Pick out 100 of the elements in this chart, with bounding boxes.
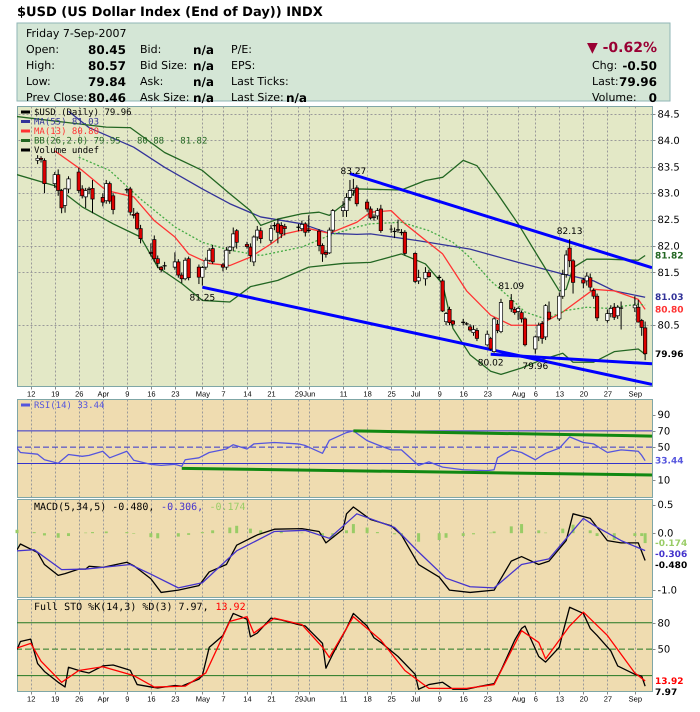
annotation: 80.80 [655,305,684,316]
series-label: 13.92 [216,602,246,613]
bar [56,533,60,538]
bar [156,533,160,538]
text: n/a [193,91,214,105]
text: n/a [193,43,214,57]
annotation: 79.96 [522,362,548,372]
legend-label: RSI(14) 33.44 [34,401,104,411]
y-tick-label: 50 [658,644,670,656]
text: Low: [26,75,51,88]
annotation: Volume undef [34,146,100,156]
annotation: -0.306 [655,550,688,560]
bar [366,527,369,534]
y-tick-label: 80.5 [658,320,680,332]
y-tick-label: 0.5 [658,500,674,512]
text: -0.50 [622,59,657,73]
y-tick-label: 10 [658,475,670,486]
text: Open: [26,43,60,56]
text: 80.57 [88,59,126,73]
y-tick-label: 0.0 [658,528,674,540]
bar [66,533,70,536]
candlestick [402,230,407,256]
legend-label: MA(13) 80.80 [34,127,100,137]
candlestick [268,224,274,244]
text: Friday 7-Sep-2007 [26,27,126,40]
annotation: 81.82 [655,252,684,262]
candlestick [90,179,95,214]
text: n/a [193,59,214,73]
text: Ask: [140,75,164,88]
bar [235,526,238,534]
y-tick-label: 83.0 [658,188,680,200]
bar [149,533,152,538]
annotation: 79.96 [655,350,684,360]
text: $USD (US Dollar Index (End of Day)) INDX [17,5,323,20]
text: ▼ -0.62% [586,40,657,56]
candlestick [258,227,263,244]
text: Bid Size: [140,59,188,72]
bar [462,533,465,536]
candlestick [485,330,490,347]
text: High: [26,59,55,72]
bar [417,533,420,542]
annotation: 7.97 [655,688,678,698]
text: 80.45 [88,43,126,57]
bar [561,528,564,534]
annotation: -0.480 [655,561,688,572]
y-tick-label: 82.5 [658,215,680,226]
annotation: 81.03 [655,293,684,304]
candlestick [341,200,346,218]
text: 79.96 [619,75,657,89]
candlestick [423,266,428,286]
bar [596,533,599,536]
candlestick [282,223,287,236]
text: Chg: [592,59,618,72]
line-series [17,174,646,376]
bar [176,533,180,537]
y-tick-label: 50 [658,442,670,454]
y-tick-label: 83.5 [658,162,680,174]
text: MACD(5,34,5) -0.480, [34,502,154,513]
y-tick-label: 81.5 [658,268,680,279]
y-tick-label: -1.0 [658,586,678,597]
text: Last: [592,75,619,88]
candlestick [84,187,88,208]
text: 80.46 [88,91,126,105]
bar [520,524,524,534]
annotation: 81.09 [498,282,524,292]
series-label: -0.174 [655,539,688,550]
text: Volume: [592,91,637,104]
candlestick [186,256,191,281]
annotation: -0.174 [209,502,246,513]
candlestick [447,306,452,326]
y-tick-label: 80 [658,618,670,630]
bar [228,527,232,534]
annotation: 82.13 [556,227,583,238]
y-tick-label: 70 [658,426,670,438]
candlestick [42,158,47,194]
bar [633,533,636,536]
text: Bid: [140,43,162,56]
y-tick-label: 84.5 [658,109,680,120]
candlestick [231,227,236,252]
candlestick [378,204,383,234]
bar [352,524,355,534]
candlestick [605,308,610,324]
y-tick-label: 84.0 [658,136,680,147]
candlestick [224,246,228,270]
y-tick-label: 90 [658,410,670,422]
y-tick-label: 82.0 [658,242,680,252]
text: n/a [286,91,308,105]
bar [510,526,513,534]
candlestick [474,327,479,342]
text: 0 [648,91,657,105]
annotation: 33.44 [655,456,684,467]
annotation: 83.27 [340,166,366,177]
bar [444,533,448,538]
candlestick [128,186,132,216]
text: Ask Size: [140,91,190,104]
candlestick [306,214,311,234]
text: n/a [193,75,214,89]
annotation: 13.92 [655,676,684,687]
text: Prev Close: [26,91,88,104]
bar [438,533,441,540]
